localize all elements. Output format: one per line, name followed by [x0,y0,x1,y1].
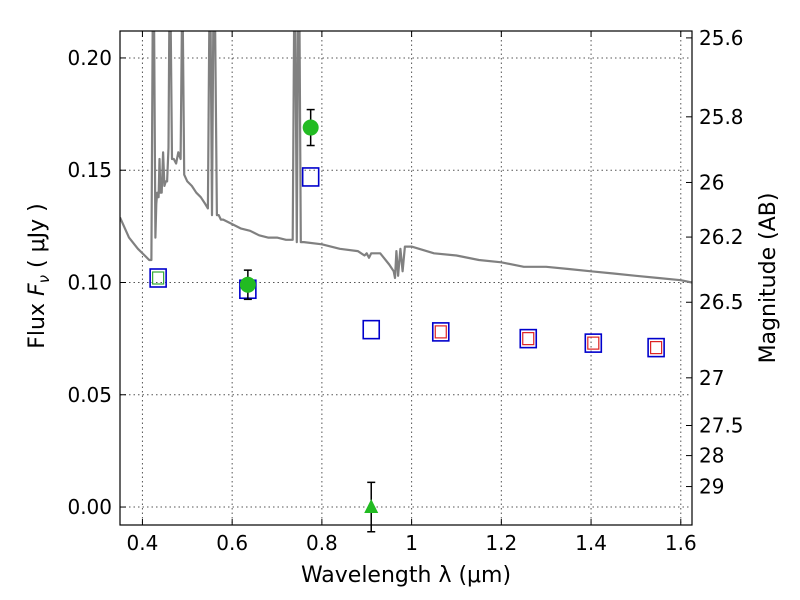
mag-tick-label: 27 [699,366,724,390]
inner-square-red-marker [650,341,663,355]
model-spectrum-line [120,31,692,284]
y-label-symbol: F [25,283,50,296]
y-tick-label: 0.05 [67,383,112,407]
mag-tick-label: 25.6 [699,26,744,50]
x-axis-label: Wavelength λ (μm) [301,563,511,588]
x-tick-label: 1.2 [485,531,517,555]
x-tick-label: 1 [405,531,418,555]
mag-tick-label: 28 [699,444,724,468]
model-photometry-square [149,268,167,288]
inner-square-red-marker [522,332,535,346]
plot-layer [120,31,692,533]
x-tick-label: 1.4 [575,531,607,555]
inner-square-red-marker [587,336,600,350]
mag-tick-label: 26.2 [699,225,744,249]
inner-square-green-marker [152,271,165,285]
observed-detection-point [302,119,319,136]
mag-tick-label: 26 [699,170,724,194]
y-label-subscript: ν [35,275,53,283]
mag-tick-label: 27.5 [699,414,744,438]
x-tick-label: 0.6 [216,531,248,555]
plot-frame [119,30,693,526]
y-label-suffix: ( μJy ) [25,203,50,275]
mag-tick-label: 25.8 [699,105,744,129]
x-tick-label: 1.6 [665,531,697,555]
grid-layer [120,31,692,525]
inner-square-red-marker [434,325,447,339]
tick-layer: 0.4 0.6 0.8 1 1.2 1.4 1.6 0.00 0.05 0.10 0.15 0.20 2… [67,26,743,555]
y-tick-label: 0.10 [67,270,112,294]
model-photometry-square [362,319,381,340]
y-axis-label-right: Magnitude (AB) [756,193,781,364]
y-tick-label: 0.20 [67,46,112,70]
observed-detection-point [239,276,256,293]
mag-tick-label: 29 [699,475,724,499]
mag-tick-label: 26.5 [699,290,744,314]
y-tick-label: 0.15 [67,158,112,182]
y-label-prefix: Flux [25,296,50,349]
y-tick-label: 0.00 [67,495,112,519]
model-photometry-square [431,322,450,342]
model-photometry-square [519,328,538,349]
upper-limit-triangle [364,499,379,514]
y-axis-label-left: Flux Fν ( μJy ) [25,203,53,348]
x-tick-label: 0.8 [306,531,338,555]
model-photometry-square [584,333,603,353]
model-photometry-square [647,337,665,358]
model-photometry-square [301,167,320,187]
x-tick-label: 0.4 [127,531,159,555]
